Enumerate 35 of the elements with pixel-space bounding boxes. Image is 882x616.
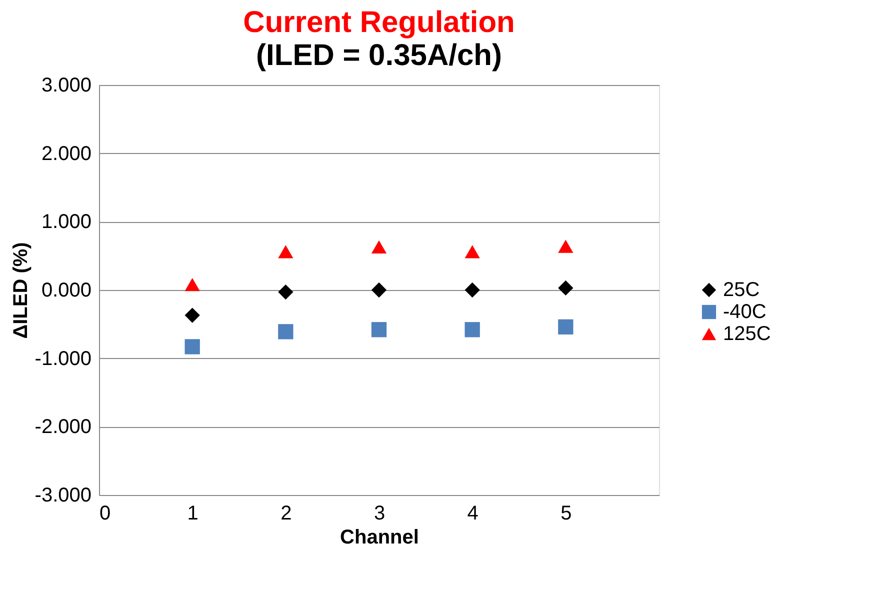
y-tick-label: 1.000 — [41, 211, 92, 234]
point — [184, 308, 200, 323]
point — [371, 322, 387, 338]
y-tick-label: -2.000 — [34, 416, 92, 438]
y-tick-label: 2.000 — [41, 142, 92, 165]
y-tick-label: 3.000 — [41, 74, 92, 96]
point — [278, 284, 294, 300]
x-tick-label: 5 — [560, 502, 572, 524]
chart-title: Current Regulation — [243, 6, 515, 39]
point — [558, 280, 574, 296]
legend-label: 25C — [723, 279, 760, 301]
legend-label: 125C — [723, 323, 771, 345]
legend-label: -40C — [723, 301, 766, 323]
point — [278, 324, 294, 340]
x-tick-label: 3 — [374, 502, 386, 524]
chart-subtitle: (ILED = 0.35A/ch) — [256, 39, 502, 72]
point — [558, 319, 574, 334]
point — [464, 245, 480, 258]
point — [464, 322, 480, 338]
y-tick-label: 0.000 — [41, 280, 92, 302]
point — [184, 339, 200, 354]
point — [278, 245, 294, 258]
point — [558, 240, 574, 253]
x-tick-label: 4 — [467, 502, 478, 524]
point — [464, 282, 480, 298]
point — [371, 240, 387, 254]
point — [184, 278, 200, 292]
y-axis-title: ΔILED (%) — [10, 242, 32, 339]
x-tick-label: 0 — [100, 502, 111, 524]
x-axis-title: Channel — [340, 526, 419, 548]
y-tick-label: -3.000 — [34, 484, 92, 506]
x-tick-label: 2 — [280, 502, 292, 524]
point — [371, 282, 387, 298]
x-tick-label: 1 — [187, 502, 198, 524]
y-tick-label: -1.000 — [34, 348, 92, 370]
